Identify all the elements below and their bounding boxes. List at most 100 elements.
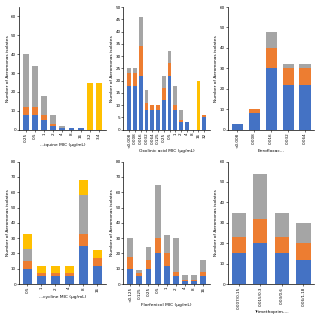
Bar: [150, 105, 154, 110]
Bar: [283, 64, 293, 68]
Bar: [50, 124, 56, 126]
Bar: [164, 253, 170, 266]
Bar: [173, 105, 177, 110]
Bar: [202, 117, 206, 130]
Bar: [283, 85, 293, 130]
Bar: [51, 266, 60, 273]
Bar: [168, 51, 172, 63]
Bar: [50, 115, 56, 124]
Bar: [37, 276, 46, 284]
Bar: [60, 128, 65, 130]
Bar: [133, 68, 137, 73]
Y-axis label: Number of Aeromonas isolates: Number of Aeromonas isolates: [5, 189, 10, 256]
Bar: [150, 110, 154, 130]
Bar: [249, 113, 260, 130]
Bar: [139, 46, 143, 76]
Bar: [127, 257, 133, 269]
Bar: [41, 96, 47, 115]
Bar: [136, 270, 142, 273]
X-axis label: Oxolinic acid MIC (μg/mL): Oxolinic acid MIC (μg/mL): [139, 149, 195, 153]
Bar: [37, 266, 46, 273]
Bar: [182, 281, 188, 284]
Bar: [162, 76, 166, 88]
Y-axis label: Number of Aeromonas isolates: Number of Aeromonas isolates: [110, 189, 114, 256]
Bar: [200, 260, 206, 272]
Bar: [79, 180, 88, 195]
Bar: [93, 266, 102, 284]
Y-axis label: Number of Aeromonas isolates: Number of Aeromonas isolates: [214, 35, 218, 102]
Bar: [283, 68, 293, 85]
Bar: [139, 76, 143, 130]
Bar: [275, 253, 289, 284]
Bar: [32, 115, 38, 130]
Bar: [65, 276, 74, 284]
X-axis label: ...cycline MIC (μg/mL): ...cycline MIC (μg/mL): [39, 295, 86, 299]
Bar: [202, 115, 206, 117]
Bar: [41, 120, 47, 130]
Y-axis label: Number of Aeromonas isolates: Number of Aeromonas isolates: [5, 35, 10, 102]
Bar: [168, 63, 172, 76]
Bar: [127, 73, 131, 85]
Bar: [127, 85, 131, 130]
Bar: [253, 174, 267, 219]
Bar: [87, 83, 93, 130]
Bar: [23, 115, 29, 130]
Bar: [51, 273, 60, 276]
Bar: [191, 281, 197, 284]
Bar: [23, 234, 32, 249]
Bar: [93, 251, 102, 258]
Bar: [50, 126, 56, 130]
Bar: [196, 81, 200, 130]
Bar: [41, 115, 47, 120]
Bar: [139, 17, 143, 46]
Bar: [146, 247, 151, 260]
Bar: [191, 275, 197, 280]
Bar: [65, 273, 74, 276]
Bar: [200, 272, 206, 276]
Bar: [145, 91, 148, 103]
Bar: [162, 100, 166, 130]
Bar: [51, 276, 60, 284]
Bar: [266, 48, 276, 68]
Bar: [182, 275, 188, 280]
Y-axis label: Number of Aeromonas isolates: Number of Aeromonas isolates: [214, 189, 218, 256]
Bar: [296, 260, 310, 284]
Bar: [96, 83, 102, 130]
Bar: [300, 64, 310, 68]
Bar: [173, 110, 177, 130]
Y-axis label: Number of Aeromonas isolates: Number of Aeromonas isolates: [110, 35, 114, 102]
Bar: [136, 276, 142, 284]
X-axis label: Enrofloxac...: Enrofloxac...: [258, 149, 284, 153]
Bar: [232, 237, 246, 253]
Bar: [133, 73, 137, 85]
Bar: [156, 110, 160, 130]
Bar: [133, 85, 137, 130]
Bar: [179, 110, 183, 120]
Bar: [253, 219, 267, 243]
Bar: [37, 273, 46, 276]
Bar: [296, 223, 310, 243]
Bar: [300, 85, 310, 130]
Bar: [173, 272, 179, 276]
Bar: [253, 243, 267, 284]
Bar: [65, 266, 74, 273]
Bar: [155, 185, 161, 238]
Bar: [127, 269, 133, 284]
Bar: [162, 88, 166, 100]
Bar: [168, 76, 172, 130]
Bar: [146, 269, 151, 284]
Bar: [173, 85, 177, 105]
Bar: [127, 238, 133, 257]
Bar: [155, 253, 161, 284]
X-axis label: ...iquine MIC (μg/mL): ...iquine MIC (μg/mL): [40, 143, 85, 147]
Bar: [266, 32, 276, 48]
Bar: [78, 128, 84, 130]
Bar: [173, 238, 179, 272]
Bar: [164, 235, 170, 253]
Bar: [79, 246, 88, 284]
Bar: [145, 103, 148, 110]
Bar: [23, 269, 32, 284]
Bar: [79, 195, 88, 234]
Bar: [232, 253, 246, 284]
Bar: [296, 243, 310, 260]
